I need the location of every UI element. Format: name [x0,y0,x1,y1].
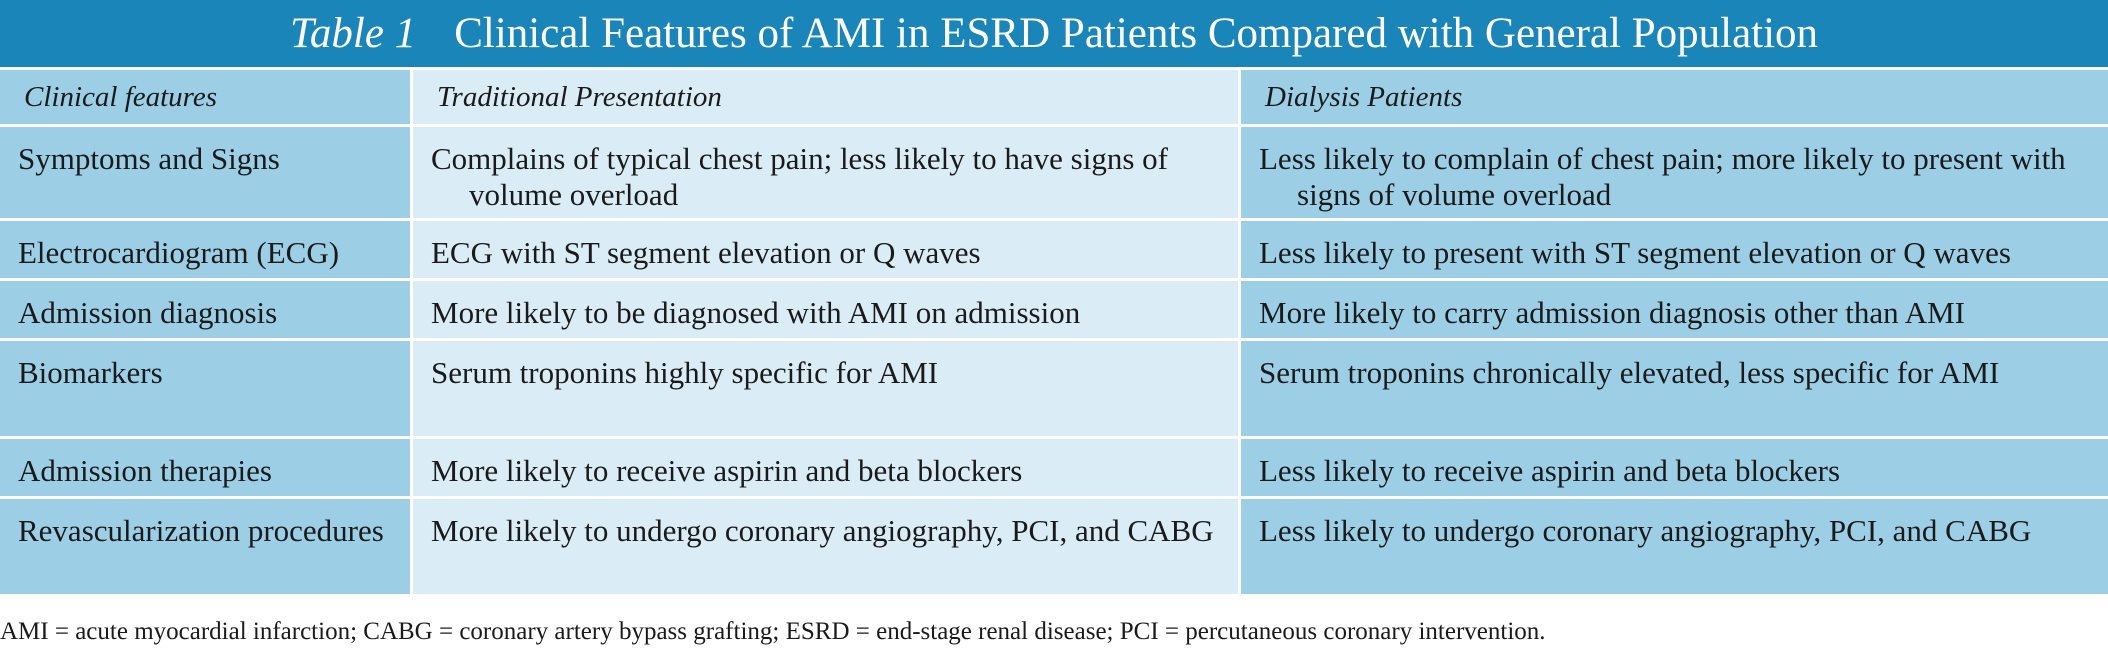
row-feature-revascularization: Revascularization procedures [0,499,410,594]
row-traditional-ecg: ECG with ST segment elevation or Q waves [413,221,1238,278]
table-footnote: AMI = acute myocardial infarction; CABG … [0,618,1546,645]
table-title-bar: Table 1 Clinical Features of AMI in ESRD … [0,0,2108,67]
row-traditional-biomarkers: Serum troponins highly specific for AMI [413,341,1238,436]
column-header-dialysis-patients: Dialysis Patients [1241,70,2108,124]
row-dialysis-admission-diagnosis: More likely to carry admission diagnosis… [1241,281,2108,338]
clinical-features-table: Clinical features Traditional Presentati… [0,70,2108,594]
row-traditional-symptoms: Complains of typical chest pain; less li… [413,127,1238,218]
column-header-traditional-presentation: Traditional Presentation [413,70,1238,124]
row-feature-symptoms: Symptoms and Signs [0,127,410,218]
row-dialysis-symptoms: Less likely to complain of chest pain; m… [1241,127,2108,218]
row-feature-biomarkers: Biomarkers [0,341,410,436]
row-feature-admission-therapies: Admission therapies [0,439,410,496]
row-dialysis-biomarkers: Serum troponins chronically elevated, le… [1241,341,2108,436]
row-dialysis-admission-therapies: Less likely to receive aspirin and beta … [1241,439,2108,496]
row-dialysis-revascularization: Less likely to undergo coronary angiogra… [1241,499,2108,594]
row-feature-admission-diagnosis: Admission diagnosis [0,281,410,338]
table-label: Table 1 [289,10,417,57]
row-traditional-revascularization: More likely to undergo coronary angiogra… [413,499,1238,594]
table-title: Clinical Features of AMI in ESRD Patient… [454,10,1819,57]
row-traditional-admission-therapies: More likely to receive aspirin and beta … [413,439,1238,496]
row-feature-ecg: Electrocardiogram (ECG) [0,221,410,278]
column-header-clinical-features: Clinical features [0,70,410,124]
row-traditional-admission-diagnosis: More likely to be diagnosed with AMI on … [413,281,1238,338]
row-dialysis-ecg: Less likely to present with ST segment e… [1241,221,2108,278]
